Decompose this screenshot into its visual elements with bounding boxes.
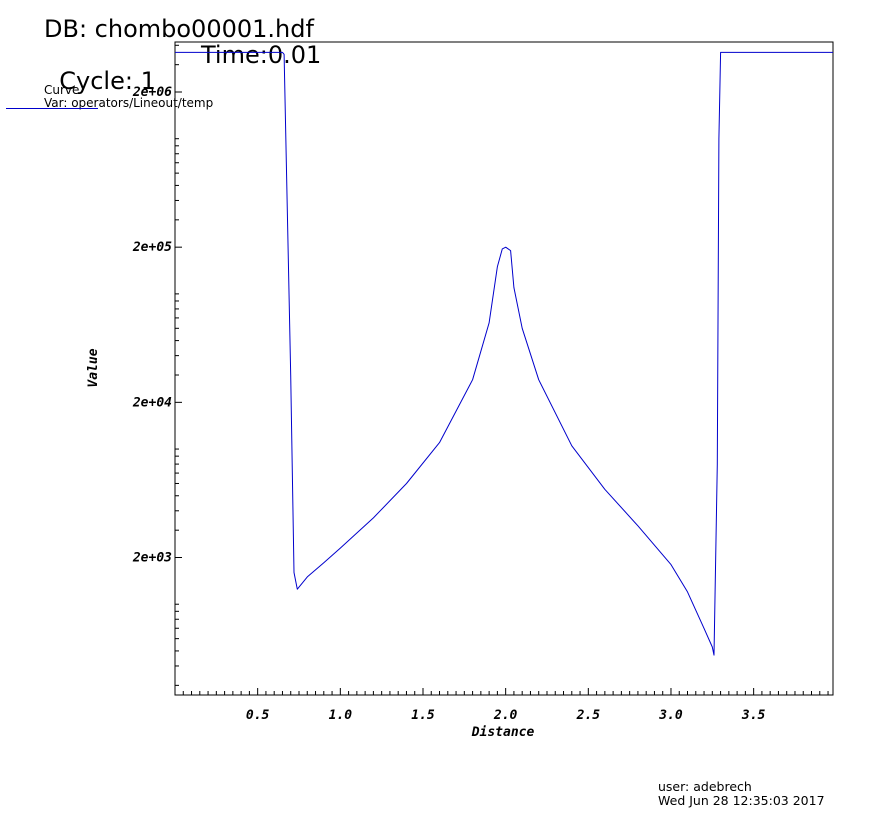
y-axis-ticks xyxy=(175,44,182,686)
y-tick-label: 2e+06 xyxy=(132,85,172,100)
axes-frame xyxy=(174,41,834,696)
database-label: DB: chombo00001.hdf xyxy=(44,15,314,43)
series-group xyxy=(175,51,833,656)
x-tick-label: 3.5 xyxy=(741,708,766,723)
legend-title: Curve xyxy=(44,83,80,97)
y-tick-label: 2e+03 xyxy=(132,551,172,566)
x-tick-label: 1.5 xyxy=(411,708,435,723)
series-line-0 xyxy=(175,51,833,656)
y-axis-title: Value xyxy=(86,348,101,387)
x-tick-label: 2.5 xyxy=(576,708,601,723)
footer-date: Wed Jun 28 12:35:03 2017 xyxy=(658,793,825,808)
time-label: Time:0.01 xyxy=(201,41,322,69)
y-tick-label: 2e+04 xyxy=(132,395,172,410)
x-tick-label: 1.0 xyxy=(329,708,353,723)
y-tick-label: 2e+05 xyxy=(132,240,172,255)
x-tick-label: 2.0 xyxy=(493,708,518,723)
footer-user: user: adebrech xyxy=(658,779,752,794)
cycle-time-line: Cycle: 1 Time:0.01 xyxy=(44,42,321,120)
legend-line-swatch xyxy=(6,108,98,109)
axes-border xyxy=(174,41,834,696)
x-axis-ticks xyxy=(174,688,829,695)
cycle-label: Cycle: 1 xyxy=(59,67,156,95)
x-axis-tick-labels: 0.5 1.0 1.5 2.0 2.5 3.0 3.5 xyxy=(246,708,766,723)
legend-variable: Var: operators/Lineout/temp xyxy=(44,96,214,110)
x-tick-label: 3.0 xyxy=(658,708,683,723)
y-axis-tick-labels: 2e+03 2e+04 2e+05 2e+06 xyxy=(132,85,172,566)
x-tick-label: 0.5 xyxy=(246,708,270,723)
x-axis-title: Distance xyxy=(471,725,535,740)
